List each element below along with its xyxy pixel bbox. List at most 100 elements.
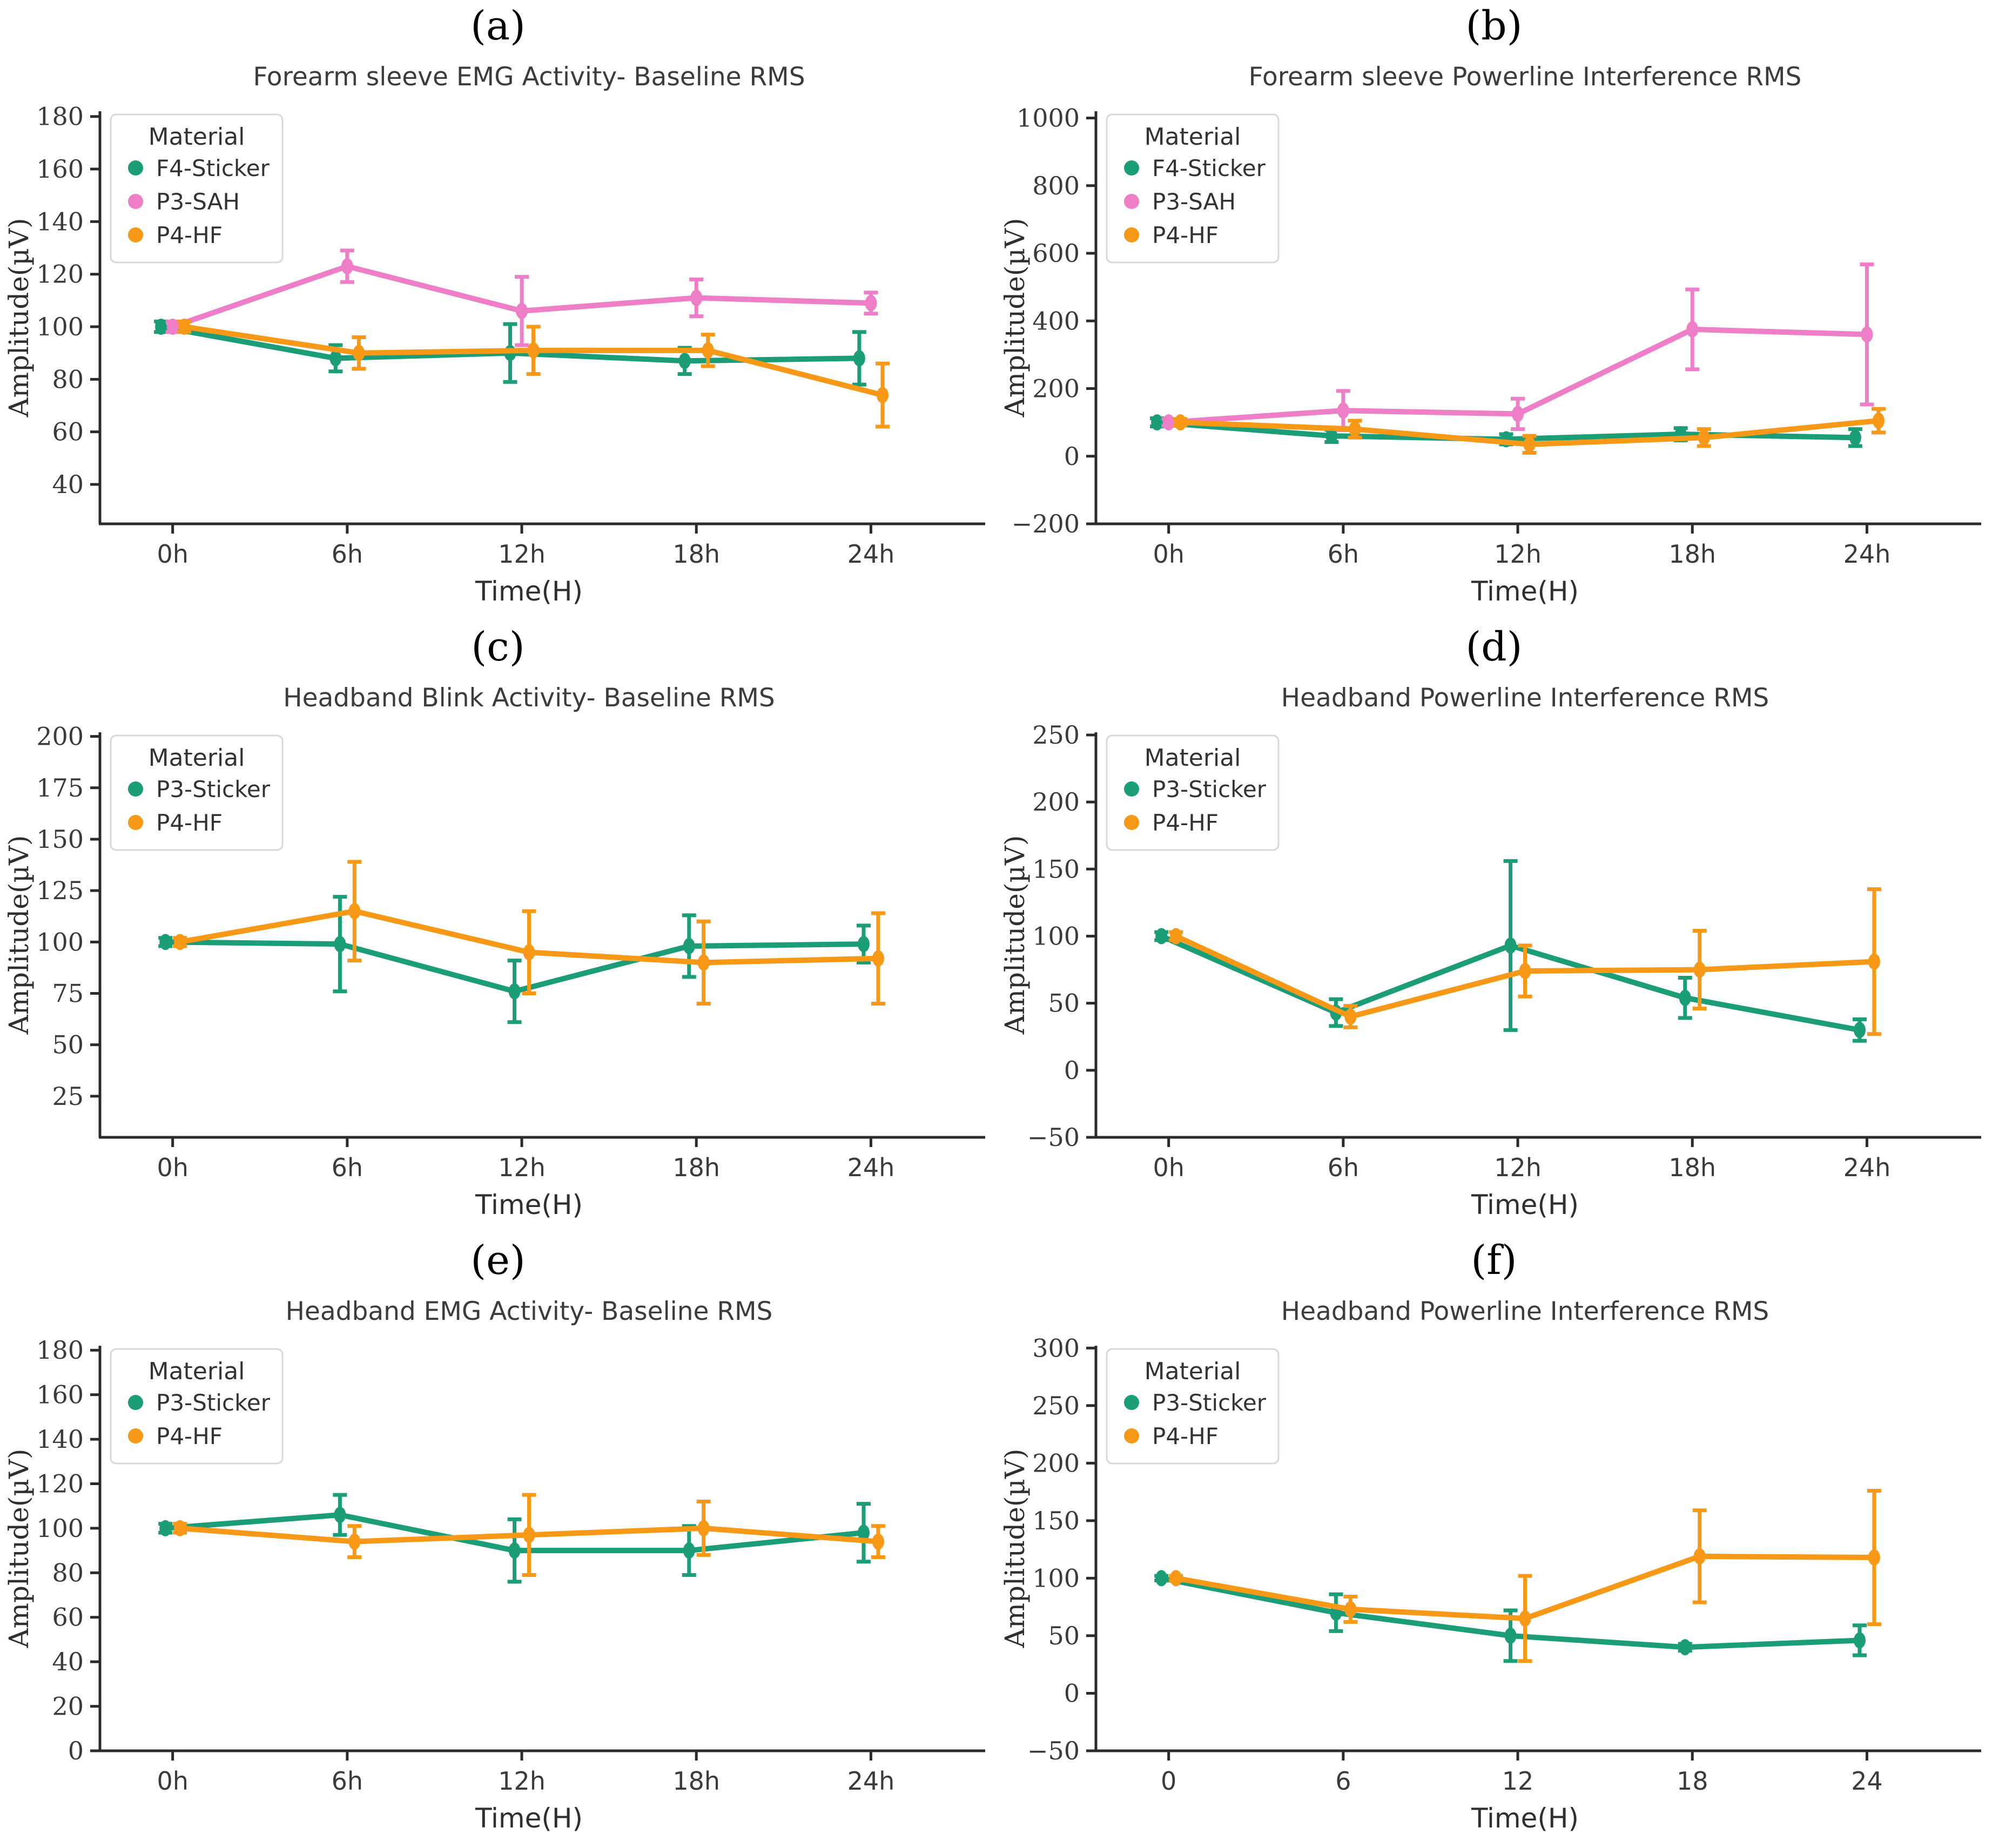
legend-item-label: F4-Sticker (1152, 155, 1266, 181)
x-tick-label: 18h (1668, 1153, 1716, 1182)
chart-title: Headband Powerline Interference RMS (1281, 683, 1769, 713)
panel-f-line-chart: Headband Powerline Interference RMS −50 0 5… (999, 1297, 1981, 1834)
x-tick-label: 6 (1335, 1766, 1351, 1796)
x-tick-label: 6h (332, 1153, 363, 1182)
legend-title: Material (149, 1358, 245, 1385)
data-point-p4-hf (872, 950, 884, 967)
y-tick-label: 40 (52, 470, 84, 499)
y-tick-label: 1000 (1017, 104, 1080, 133)
data-point-p4-hf (1523, 436, 1536, 453)
y-tick-label: 800 (1032, 171, 1080, 200)
y-tick-label: 400 (1032, 306, 1080, 335)
data-point-p3-sticker (1853, 1022, 1866, 1038)
y-tick-label: 80 (52, 365, 84, 394)
legend-item-label: P4-HF (156, 810, 223, 836)
panel-a: (a) Forearm sleeve EMG Activity- Baselin… (0, 0, 996, 621)
data-point-p4-hf (697, 954, 710, 971)
y-axis-label: Amplitude(µV) (999, 1448, 1031, 1648)
panel-f: (f) Headband Powerline Interference RMS −… (996, 1235, 1992, 1848)
data-point-p4-hf (1698, 429, 1710, 446)
legend-marker-icon (1124, 194, 1139, 209)
x-tick-label: 18h (1668, 539, 1716, 569)
y-axis-label: Amplitude(µV) (999, 218, 1031, 417)
y-tick-label: 100 (1032, 921, 1080, 950)
data-point-p4-hf (174, 934, 186, 950)
legend-box (1106, 1348, 1280, 1465)
legend-title: Material (149, 744, 245, 772)
data-point-p3-sticker (1679, 989, 1691, 1006)
legend-marker-icon (128, 194, 143, 209)
y-tick-label: 50 (52, 1030, 84, 1060)
y-tick-label: 100 (36, 312, 84, 341)
y-tick-label: 120 (36, 260, 84, 289)
y-tick-label: 180 (36, 102, 84, 131)
data-point-p4-hf (876, 387, 889, 403)
data-point-p3-sah (1512, 406, 1524, 422)
data-point-p3-sticker (508, 983, 521, 1000)
legend-marker-icon (128, 781, 143, 797)
x-tick-label: 18h (672, 1153, 720, 1182)
legend-item-label: P4-HF (156, 222, 223, 248)
y-tick-label: 100 (36, 927, 84, 956)
y-tick-label: −50 (1027, 1123, 1080, 1152)
x-tick-label: 0h (157, 539, 188, 569)
data-point-p4-hf (527, 342, 540, 359)
x-tick-label: 6h (332, 1766, 363, 1796)
x-tick-label: 12h (498, 1766, 546, 1796)
y-tick-label: 100 (36, 1514, 84, 1543)
legend-box (110, 113, 284, 264)
x-tick-label: 18 (1677, 1766, 1708, 1796)
data-point-p4-hf (1174, 414, 1187, 431)
legend-marker-icon (1124, 1428, 1139, 1444)
data-point-p3-sticker (1155, 928, 1168, 945)
x-tick-label: 6h (1328, 539, 1359, 569)
x-axis-label: Time(H) (475, 1189, 583, 1220)
legend-box (110, 734, 284, 851)
y-tick-label: 600 (1032, 239, 1080, 268)
y-axis-label: Amplitude(µV) (999, 835, 1031, 1035)
legend-marker-icon (128, 815, 143, 830)
data-point-p3-sah (166, 319, 179, 335)
x-tick-label: 18h (672, 1766, 720, 1796)
y-tick-label: 300 (1032, 1333, 1080, 1363)
data-point-p3-sah (1686, 321, 1699, 338)
data-point-p4-hf (353, 345, 365, 361)
x-axis-label: Time(H) (475, 1803, 583, 1834)
y-axis-label: Amplitude(µV) (3, 218, 35, 417)
data-point-p3-sah (516, 302, 528, 319)
y-tick-label: 125 (36, 876, 84, 905)
data-point-p3-sticker (1853, 1632, 1866, 1649)
x-axis-label: Time(H) (1471, 1189, 1579, 1220)
data-point-p4-hf (1519, 1610, 1531, 1627)
y-tick-label: 140 (36, 207, 84, 236)
data-point-p3-sah (341, 258, 353, 275)
data-point-p3-sah (690, 289, 703, 306)
y-tick-label: 120 (36, 1469, 84, 1498)
y-tick-label: 80 (52, 1558, 84, 1587)
data-point-f4-sticker (1151, 414, 1163, 431)
legend-box (1106, 113, 1280, 264)
x-tick-label: 24 (1851, 1766, 1883, 1796)
data-point-p3-sticker (334, 1507, 346, 1523)
y-tick-label: 150 (1032, 854, 1080, 883)
data-point-p4-hf (1693, 1548, 1706, 1564)
legend-item-label: P3-Sticker (1152, 1390, 1267, 1416)
panel-f-letter: (f) (1471, 1237, 1517, 1284)
x-axis-label: Time(H) (1471, 1803, 1579, 1834)
x-axis-label: Time(H) (475, 576, 583, 607)
data-point-f4-sticker (678, 353, 691, 369)
legend-marker-icon (128, 1428, 143, 1444)
legend-item-label: P4-HF (156, 1423, 223, 1449)
legend-title: Material (1145, 1358, 1241, 1385)
y-tick-label: 25 (52, 1082, 84, 1111)
panel-c-letter: (c) (471, 624, 525, 670)
y-tick-label: 150 (1032, 1506, 1080, 1535)
legend-item-label: P3-Sticker (156, 1390, 271, 1416)
y-tick-label: 100 (1032, 1563, 1080, 1593)
legend-title: Material (1145, 744, 1241, 772)
data-point-p3-sah (1162, 414, 1175, 431)
legend-marker-icon (1124, 1395, 1139, 1410)
legend-marker-icon (128, 1395, 143, 1410)
x-tick-label: 0h (1153, 1153, 1184, 1182)
y-tick-label: 160 (36, 1380, 84, 1409)
